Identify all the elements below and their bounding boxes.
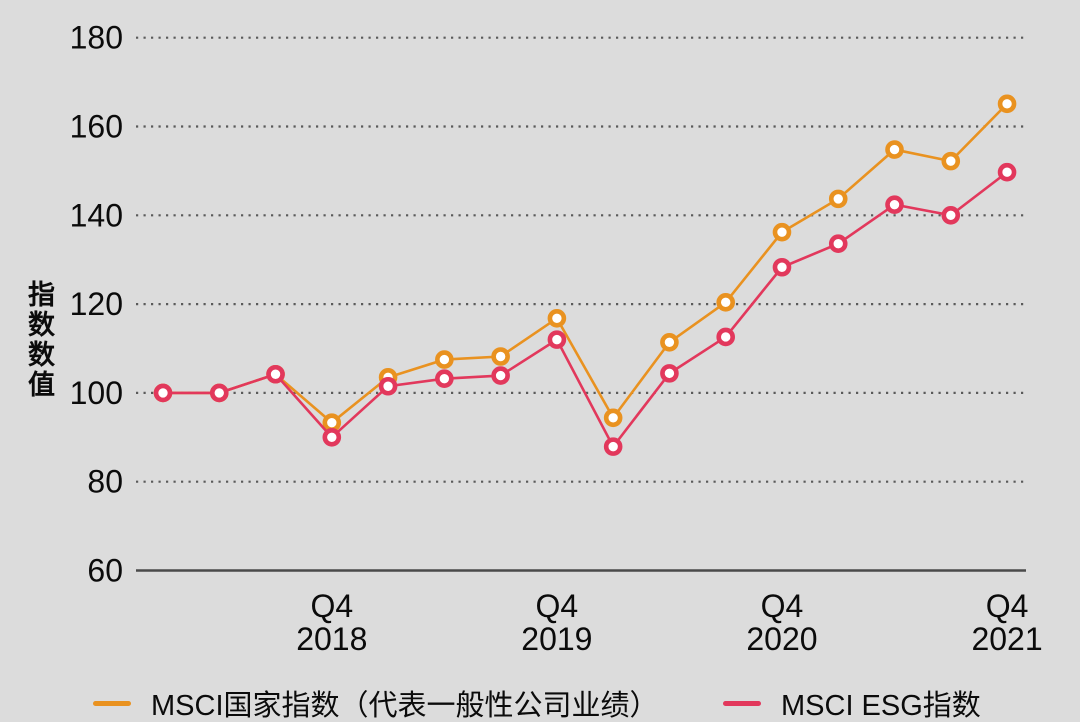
legend-item-msci-country: MSCI国家指数（代表一般性公司业绩） [93, 684, 659, 722]
legend: MSCI国家指数（代表一般性公司业绩） MSCI ESG指数 [0, 684, 1080, 722]
x-tick-year-label: 2020 [746, 621, 817, 657]
data-point-marker-esg [660, 364, 679, 383]
x-tick-quarter-label: Q4 [761, 588, 804, 624]
x-tick-year-label: 2021 [971, 621, 1042, 657]
data-point-marker-country [435, 350, 454, 369]
data-point-marker-esg [435, 369, 454, 388]
y-tick-label: 140 [70, 197, 123, 233]
legend-swatch-country-line [93, 700, 131, 706]
x-tick-quarter-label: Q4 [986, 588, 1029, 624]
data-point-marker-esg [772, 257, 792, 277]
chart-svg: 1801601401201008060Q42018Q42019Q42020Q42… [70, 20, 1043, 657]
y-tick-label: 100 [70, 375, 123, 411]
data-point-marker-esg [209, 383, 229, 403]
x-tick-year-label: 2019 [521, 621, 592, 657]
data-point-marker-country [603, 408, 623, 428]
data-point-marker-esg [997, 162, 1017, 182]
data-point-marker-esg [322, 427, 342, 447]
x-tick-year-label: 2018 [296, 621, 367, 657]
data-point-marker-esg [828, 234, 848, 254]
y-tick-label: 160 [70, 109, 123, 145]
data-point-marker-esg [941, 206, 961, 225]
y-tick-label: 60 [87, 553, 123, 589]
y-tick-label: 120 [70, 286, 123, 322]
y-tick-label: 80 [87, 464, 123, 500]
legend-item-msci-esg: MSCI ESG指数 [723, 684, 981, 722]
data-point-marker-country [716, 293, 736, 312]
data-point-marker-country [828, 189, 848, 209]
data-point-marker-esg [153, 383, 173, 403]
legend-swatch-esg-line [723, 700, 761, 706]
data-point-marker-esg [716, 327, 736, 347]
data-point-marker-esg [266, 364, 285, 384]
data-point-marker-esg [547, 330, 567, 349]
data-point-marker-country [491, 347, 510, 366]
series-line-esg [163, 171, 1008, 450]
data-point-marker-country [997, 94, 1017, 114]
data-point-marker-country [322, 413, 342, 432]
legend-label-country: MSCI国家指数（代表一般性公司业绩） [151, 690, 659, 722]
x-tick-quarter-label: Q4 [310, 588, 353, 624]
data-point-marker-esg [885, 195, 904, 214]
data-point-marker-esg [378, 376, 398, 396]
legend-label-esg: MSCI ESG指数 [781, 690, 981, 722]
y-axis-title: 指数数值 [24, 280, 54, 400]
data-point-marker-esg [603, 437, 623, 456]
y-tick-label: 180 [70, 20, 123, 56]
data-point-marker-country [660, 332, 679, 352]
data-point-marker-country [885, 140, 904, 159]
data-point-marker-country [941, 151, 961, 171]
data-point-marker-country [547, 309, 567, 328]
data-point-marker-country [772, 222, 792, 242]
data-point-marker-esg [491, 366, 510, 385]
series-line-country [163, 102, 1008, 425]
x-tick-quarter-label: Q4 [536, 588, 579, 624]
